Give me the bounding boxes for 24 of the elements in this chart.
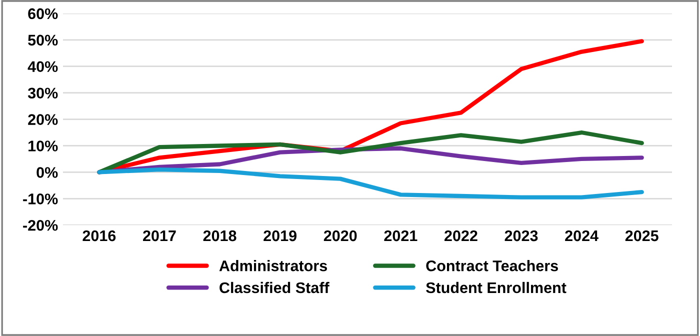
legend-label: Contract Teachers xyxy=(426,260,558,272)
x-tick-label: 2018 xyxy=(203,230,236,242)
y-tick-label: 40% xyxy=(28,61,58,72)
x-tick-label: 2021 xyxy=(384,230,418,242)
x-tick-label: 2016 xyxy=(82,230,116,242)
y-tick-label: 60% xyxy=(28,8,58,20)
x-tick-label: 2019 xyxy=(264,230,296,242)
line-series xyxy=(97,167,644,200)
y-tick-label: 30% xyxy=(28,88,58,99)
x-tick-label: 2020 xyxy=(324,230,357,242)
y-tick-label: 0% xyxy=(36,167,58,178)
legend-label: Classified Staff xyxy=(220,282,330,294)
y-tick-label: 20% xyxy=(28,114,58,125)
legend-label: Student Enrollment xyxy=(426,282,566,294)
x-tick-label: 2025 xyxy=(625,230,658,242)
y-tick-label: 10% xyxy=(28,140,58,152)
x-tick-label: 2022 xyxy=(444,230,478,242)
y-tick-label: -10% xyxy=(23,194,58,204)
x-tick-label: 2024 xyxy=(565,230,598,242)
x-tick-label: 2023 xyxy=(504,230,538,242)
y-tick-label: 50% xyxy=(28,34,58,46)
x-tick-label: 2017 xyxy=(143,230,176,242)
y-tick-label: -20% xyxy=(23,220,58,231)
legend-label: Administrators xyxy=(219,260,327,272)
